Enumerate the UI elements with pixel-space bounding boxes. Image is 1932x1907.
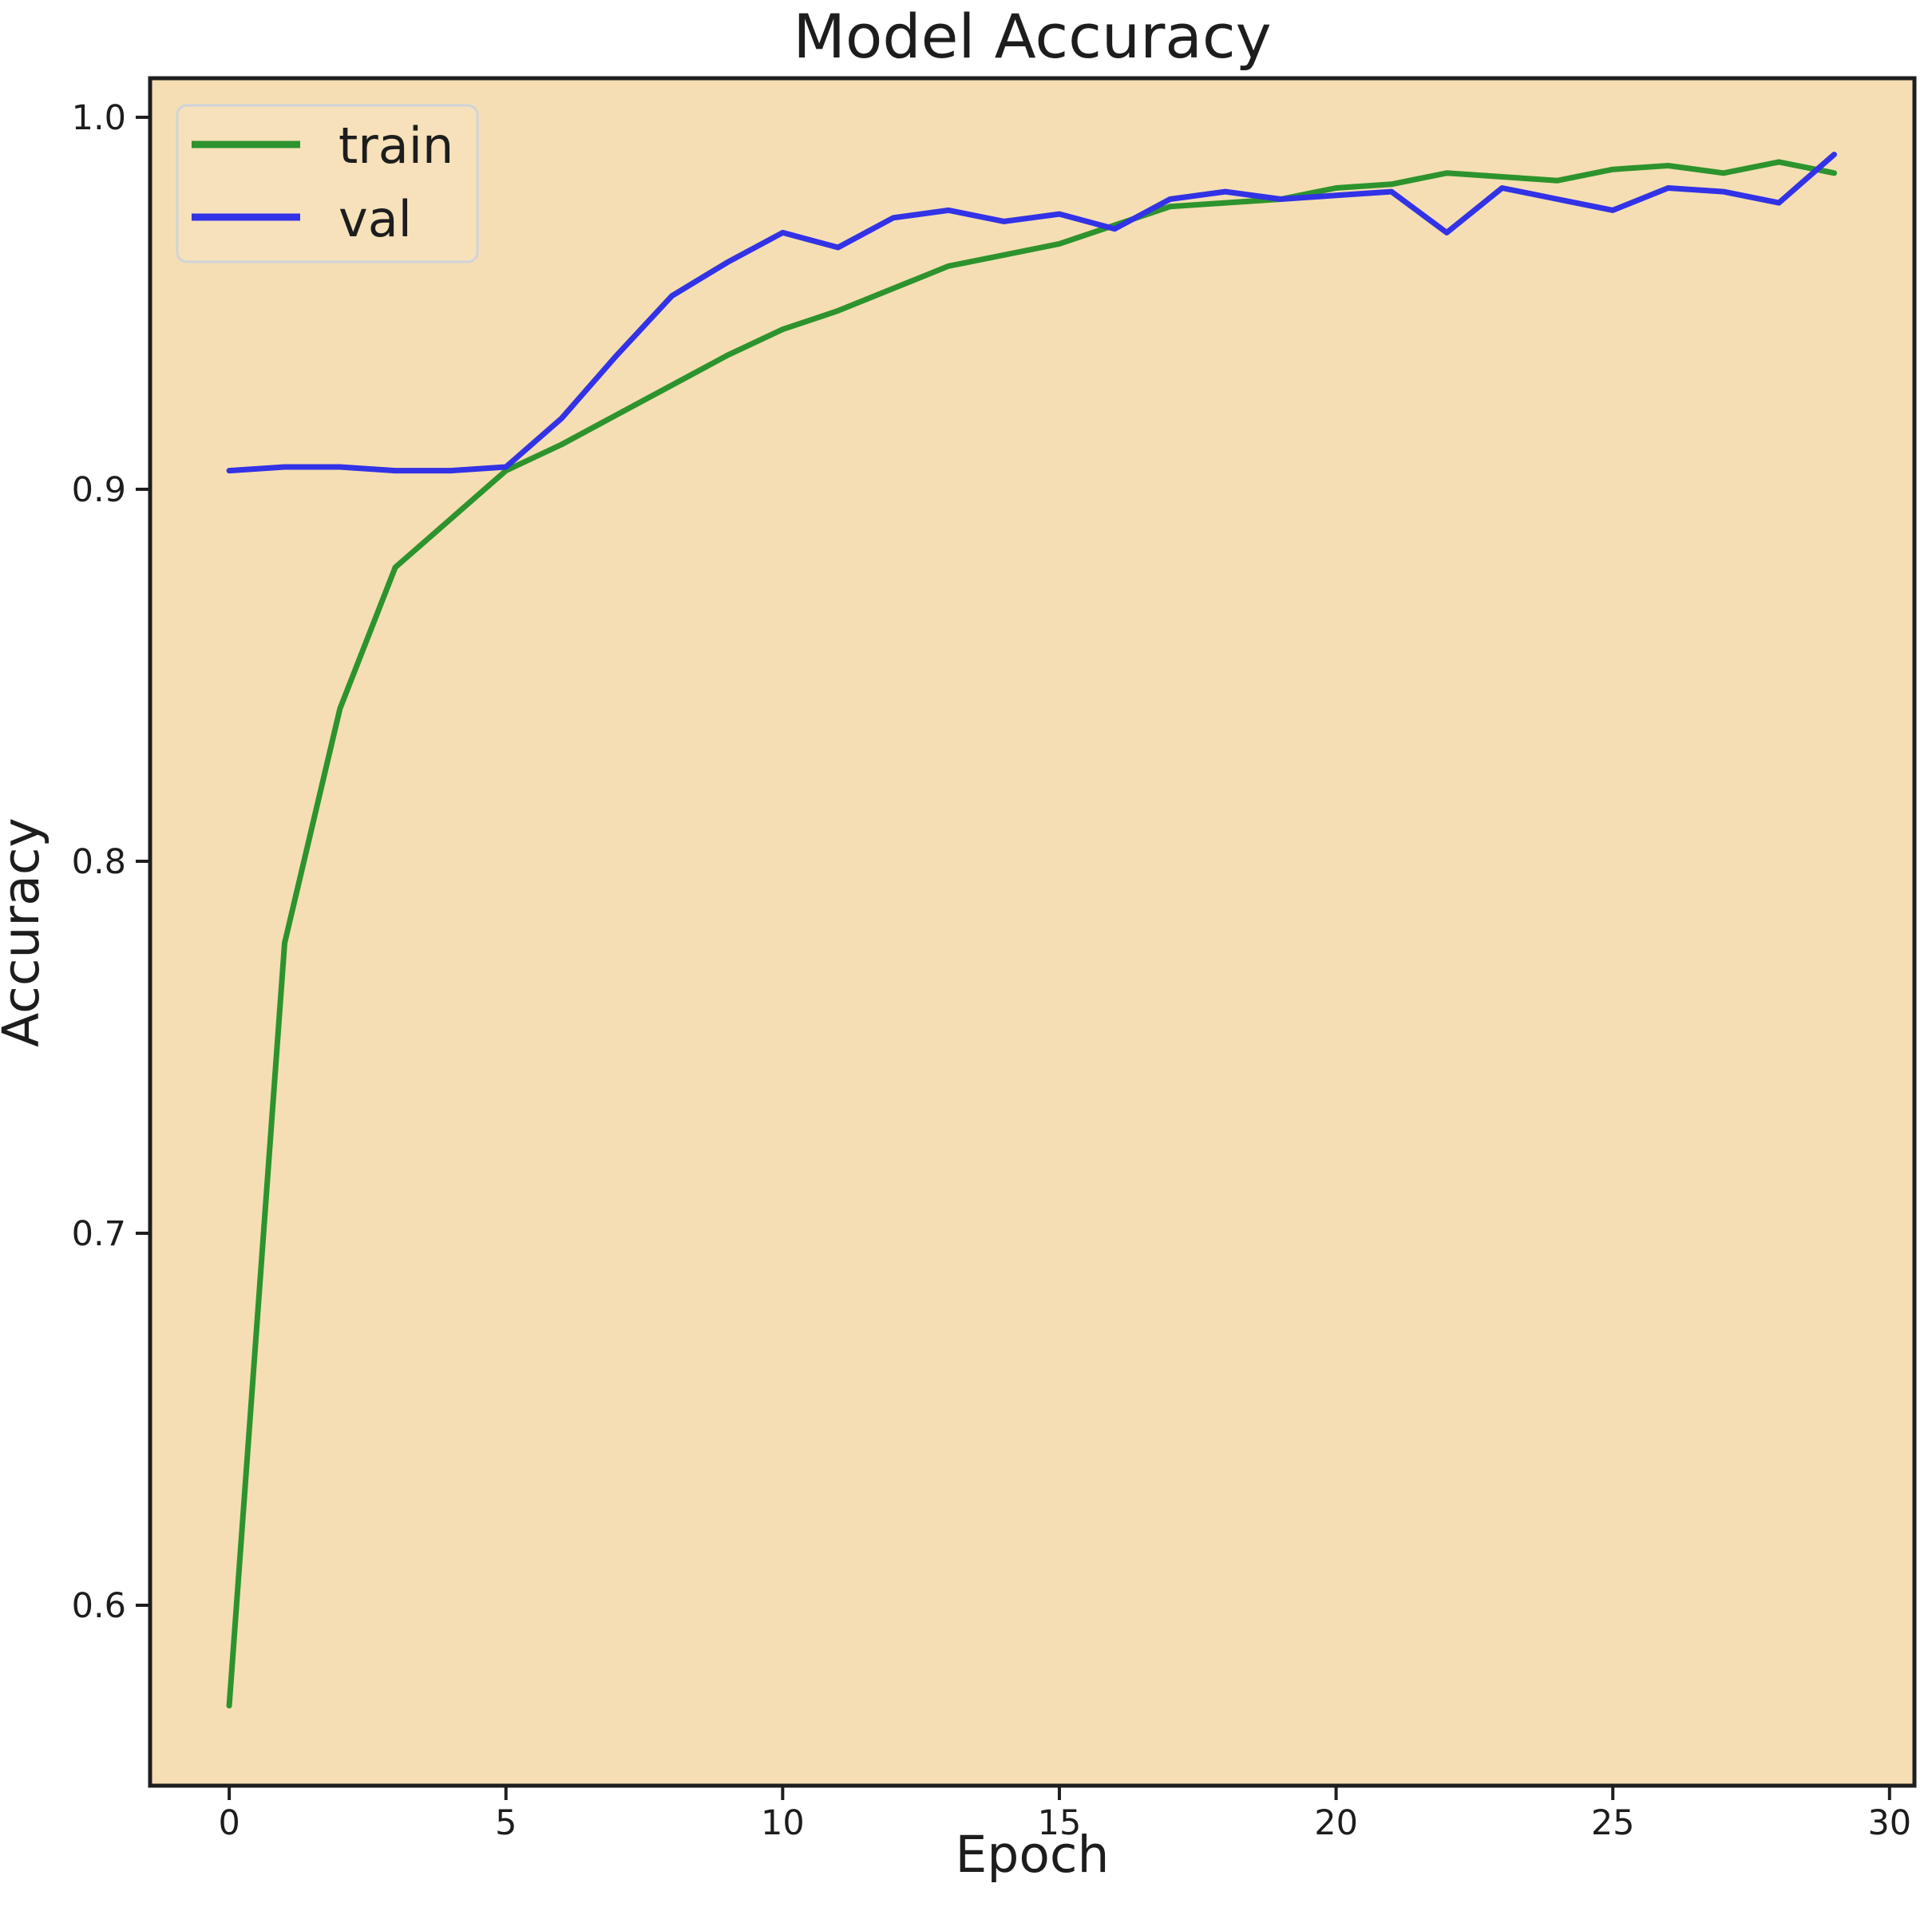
chart-title: Model Accuracy	[793, 1, 1271, 72]
x-tick-label: 25	[1591, 1803, 1635, 1843]
val-line	[226, 152, 1837, 474]
plot-border	[148, 76, 1917, 1788]
y-tick-label: 0.6	[72, 1586, 126, 1626]
x-tick-label: 20	[1314, 1803, 1358, 1843]
legend-val-label: val	[338, 190, 412, 248]
x-tick-label: 30	[1867, 1803, 1911, 1843]
train-line	[226, 159, 1837, 1709]
y-tick-label: 0.7	[72, 1214, 126, 1254]
plot-area	[150, 78, 1914, 1786]
x-tick-label: 15	[1038, 1803, 1082, 1843]
y-tick-label: 0.9	[72, 470, 126, 510]
x-axis-label: Epoch	[956, 1826, 1110, 1884]
axis-ticks: 0 5 10 15 20 25 30 0.6 0.7 0.8 0.9 1.0	[72, 98, 1912, 1843]
x-tick-label: 10	[761, 1803, 805, 1843]
legend-train-label: train	[338, 117, 453, 175]
x-tick-label: 5	[495, 1803, 517, 1843]
y-tick-label: 1.0	[72, 98, 126, 138]
x-tick-label: 0	[218, 1803, 240, 1843]
y-axis-label: Accuracy	[0, 817, 50, 1047]
y-tick-label: 0.8	[72, 842, 126, 882]
legend: train val	[176, 104, 479, 263]
